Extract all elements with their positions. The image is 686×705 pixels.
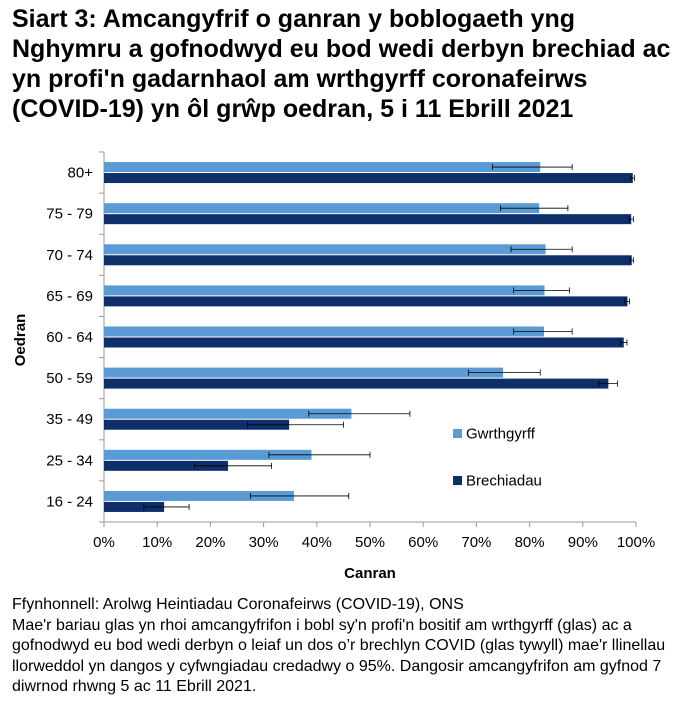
category-label: 35 - 49 [46, 411, 93, 428]
bar-brechiadau [104, 337, 624, 348]
bar-gwrthgyrff [104, 162, 541, 173]
category-label: 50 - 59 [46, 370, 93, 387]
chart: 0% 10% 20% 30% 40% 50% 60% 70% 80% 90% 100% 80+ 75 -… [12, 151, 655, 582]
category-label: 75 - 79 [46, 206, 93, 223]
category-label: 16 - 24 [46, 493, 93, 510]
x-tick-label: 60% [408, 534, 438, 551]
x-tick-label: 100% [617, 534, 655, 551]
bar-gwrthgyrff [104, 490, 294, 501]
bar-gwrthgyrff [104, 449, 312, 460]
x-tick-label: 90% [568, 534, 598, 551]
footer: Ffynhonnell: Arolwg Heintiadau Coronafei… [12, 595, 677, 698]
y-axis-label: Oedran [12, 314, 29, 367]
x-tick-label: 40% [302, 534, 332, 551]
bar-brechiadau [104, 296, 628, 307]
legend-swatch-gwrthgyrff [453, 429, 462, 438]
category-label: 60 - 64 [46, 329, 93, 346]
category-label: 65 - 69 [46, 288, 93, 305]
bar-brechiadau [104, 255, 632, 266]
bar-gwrthgyrff [104, 244, 546, 255]
legend-label-brechiadau: Brechiadau [466, 473, 542, 490]
bar-gwrthgyrff [104, 367, 503, 378]
bar-brechiadau [104, 214, 632, 225]
bar-gwrthgyrff [104, 408, 352, 419]
chart-title: Siart 3: Amcangyfrif o ganran y boblogae… [12, 5, 671, 123]
plot-area: 0% 10% 20% 30% 40% 50% 60% 70% 80% 90% 100% 80+ 75 -… [46, 151, 655, 551]
legend-label-gwrthgyrff: Gwrthgyrff [466, 426, 536, 443]
x-tick-label: 10% [142, 534, 172, 551]
x-tick-label: 80% [515, 534, 545, 551]
x-tick-label: 20% [195, 534, 225, 551]
x-axis-label: Canran [344, 565, 396, 582]
bar-brechiadau [104, 378, 609, 389]
x-tick-label: 0% [93, 534, 115, 551]
category-label: 70 - 74 [46, 247, 93, 264]
bar-brechiadau [104, 419, 290, 430]
x-tick-label: 50% [355, 534, 385, 551]
bar-brechiadau [104, 501, 165, 512]
legend-swatch-brechiadau [453, 476, 462, 485]
category-label: 25 - 34 [46, 452, 93, 469]
chart-note: Mae'r bariau glas yn rhoi amcangyfrifon … [12, 616, 666, 696]
x-tick-label: 30% [249, 534, 279, 551]
bar-brechiadau [104, 460, 228, 471]
source-note: Ffynhonnell: Arolwg Heintiadau Coronafei… [12, 596, 464, 613]
bar-brechiadau [104, 173, 633, 184]
bar-gwrthgyrff [104, 203, 540, 214]
legend: Gwrthgyrff Brechiadau [453, 426, 542, 490]
x-tick-label: 70% [461, 534, 491, 551]
category-label: 80+ [68, 165, 94, 182]
bar-gwrthgyrff [104, 285, 545, 296]
bar-gwrthgyrff [104, 326, 544, 337]
